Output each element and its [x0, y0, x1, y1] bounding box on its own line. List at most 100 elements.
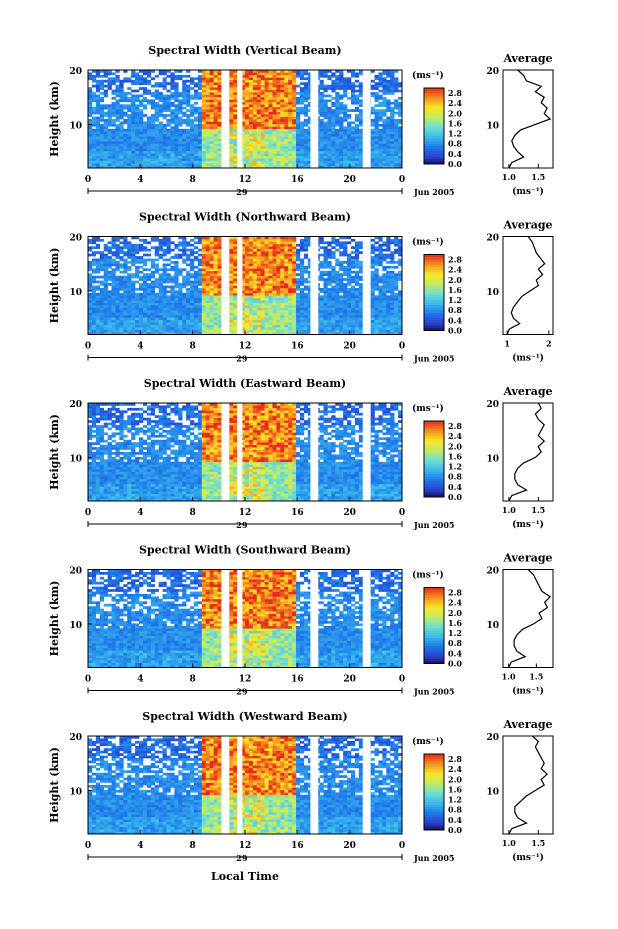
heatmap-cell: [264, 292, 269, 296]
heatmap-cell: [95, 270, 101, 274]
heatmap-cell: [264, 99, 269, 103]
heatmap-cell: [115, 141, 120, 144]
heatmap-cell: [107, 119, 112, 122]
heatmap-cell: [386, 153, 391, 157]
heatmap-cell: [193, 287, 199, 291]
heatmap-cell: [217, 248, 222, 252]
heatmap-cell: [95, 84, 101, 88]
heatmap-cell: [350, 145, 356, 149]
heatmap-cell: [182, 248, 187, 252]
heatmap-cell: [95, 165, 101, 168]
heatmap-cell: [276, 128, 281, 132]
heatmap-cell: [323, 101, 328, 105]
heatmap-cell: [95, 327, 101, 330]
heatmap-cell: [91, 109, 97, 112]
heatmap-cell: [162, 319, 167, 323]
heatmap-cell: [260, 251, 265, 254]
heatmap-cell: [299, 123, 305, 127]
heatmap-cell: [248, 280, 254, 284]
heatmap-cell: [213, 305, 218, 308]
heatmap-cell: [201, 317, 207, 321]
heatmap-cell: [233, 99, 238, 103]
heatmap-cell: [378, 136, 383, 139]
heatmap-cell: [174, 332, 179, 335]
heatmap-cell: [154, 324, 159, 328]
heatmap-cell: [197, 82, 203, 85]
heatmap-cell: [233, 329, 238, 333]
heatmap-cell: [276, 94, 281, 98]
heatmap-cell: [272, 317, 277, 321]
heatmap-cell: [256, 84, 261, 88]
heatmap-cell: [111, 141, 116, 144]
heatmap-cell: [162, 96, 167, 100]
heatmap-cell: [327, 133, 332, 137]
heatmap-cell: [127, 163, 132, 166]
heatmap-cell: [111, 163, 116, 166]
heatmap-cell: [166, 236, 171, 240]
heatmap-cell: [292, 332, 297, 335]
heatmap-cell: [107, 258, 112, 262]
heatmap-cell: [339, 101, 344, 105]
heatmap-cell: [307, 104, 313, 108]
heatmap-cell: [339, 82, 344, 85]
heatmap-cell: [248, 236, 254, 240]
heatmap: [88, 236, 402, 335]
heatmap-cell: [213, 123, 218, 127]
heatmap-cell: [193, 153, 199, 157]
heatmap-cell: [142, 160, 148, 164]
heatmap-cell: [256, 70, 261, 73]
heatmap-cell: [150, 160, 156, 164]
heatmap-cell: [186, 160, 191, 164]
heatmap-cell: [272, 160, 277, 164]
heatmap-cell: [252, 101, 258, 105]
heatmap-cell: [288, 278, 293, 281]
heatmap-cell: [374, 114, 379, 117]
heatmap-cell: [276, 111, 281, 115]
heatmap-cell: [99, 145, 104, 149]
heatmap-cell: [319, 109, 324, 112]
heatmap-cell: [88, 133, 93, 137]
heatmap-cell: [288, 141, 293, 144]
heatmap-cell: [284, 150, 289, 154]
heatmap-cell: [95, 312, 101, 316]
heatmap-cell: [205, 275, 210, 279]
heatmap-cell: [197, 138, 203, 142]
heatmap-cell: [327, 150, 332, 154]
heatmap-cell: [358, 121, 364, 125]
heatmap-cell: [162, 322, 167, 325]
heatmap-cell: [260, 96, 265, 100]
heatmap-cell: [205, 89, 210, 93]
heatmap-cell: [307, 292, 313, 296]
heatmap-cell: [131, 302, 136, 306]
heatmap-cell: [272, 99, 277, 103]
heatmap-cell: [186, 131, 191, 134]
heatmap-cell: [158, 158, 163, 161]
heatmap-cell: [335, 123, 340, 127]
heatmap-cell: [166, 160, 171, 164]
heatmap-cell: [229, 300, 234, 303]
heatmap-cell: [248, 74, 254, 78]
heatmap-cell: [374, 111, 379, 115]
heatmap-cell: [107, 302, 112, 306]
heatmap-cell: [292, 109, 297, 112]
heatmap-cell: [241, 111, 246, 115]
heatmap-cell: [217, 101, 222, 105]
heatmap-cell: [166, 238, 171, 242]
heatmap-cell: [127, 119, 132, 122]
heatmap-cell: [115, 87, 120, 90]
heatmap-cell: [347, 114, 352, 117]
heatmap-cell: [88, 150, 93, 154]
heatmap-cell: [382, 165, 387, 168]
heatmap-cell: [146, 332, 152, 335]
heatmap-cell: [398, 89, 402, 93]
heatmap-cell: [299, 243, 305, 247]
heatmap-cell: [390, 148, 395, 152]
heatmap-cell: [190, 114, 195, 117]
heatmap-cell: [252, 94, 258, 98]
heatmap-cell: [158, 148, 163, 152]
heatmap-cell: [119, 143, 124, 147]
heatmap-cell: [382, 141, 387, 144]
heatmap-cell: [256, 155, 261, 159]
heatmap-cell: [123, 263, 128, 267]
heatmap-cell: [201, 70, 207, 73]
